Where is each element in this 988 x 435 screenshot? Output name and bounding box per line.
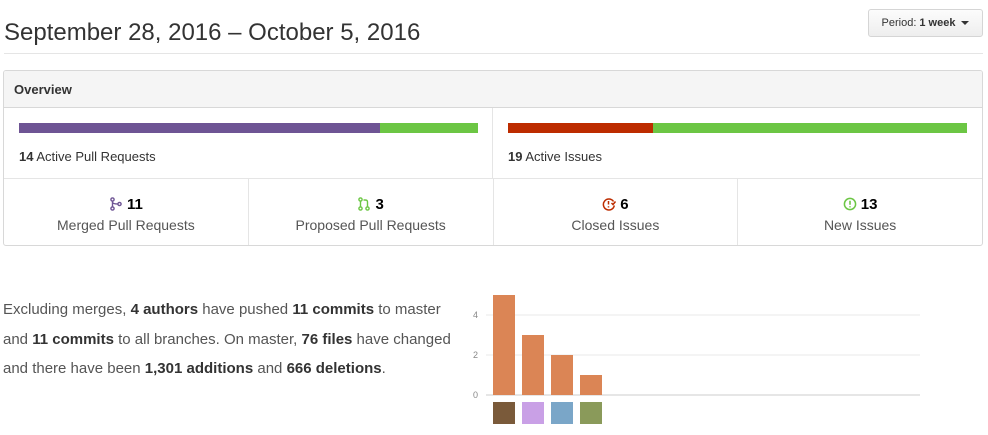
merged-pr-segment (19, 123, 380, 133)
overview-title: Overview (4, 71, 982, 108)
merged-pull-requests-label: Merged Pull Requests (57, 217, 195, 233)
closed-issues-segment (508, 123, 654, 133)
proposed-pull-requests-label: Proposed Pull Requests (295, 217, 446, 233)
stat-closed-issues[interactable]: 6 Closed Issues (494, 179, 739, 245)
summary-text: to all branches. On master, (113, 330, 302, 348)
summary-text: have pushed (198, 301, 293, 318)
period-label: Period: (881, 17, 917, 29)
issue-opened-icon (843, 197, 857, 211)
caret-down-icon (961, 21, 970, 25)
pull-requests-progress-bar (19, 123, 478, 133)
new-issues-segment (653, 123, 967, 133)
merged-pull-requests-count: 11 (126, 195, 143, 213)
deletions-label: deletions (311, 360, 382, 377)
bar-author-2 (522, 335, 544, 395)
issues-summary[interactable]: 19 Active Issues (493, 108, 982, 179)
summary-text: and (253, 360, 287, 377)
authors-count: 4 authors (130, 301, 199, 318)
summary-text: . (381, 360, 386, 377)
y-tick-label: 4 (473, 310, 478, 320)
overview-stats-row: 11 Merged Pull Requests 3 Proposed Pull … (4, 179, 982, 245)
additions-label: additions (182, 360, 254, 377)
y-tick-label: 0 (473, 390, 478, 400)
y-tick-label: 2 (473, 350, 478, 360)
active-pull-requests: 14 Active Pull Requests (19, 149, 156, 164)
stat-proposed-pull-requests[interactable]: 3 Proposed Pull Requests (249, 179, 494, 245)
active-pull-requests-count: 14 (19, 149, 34, 164)
additions-count: 1,301 (144, 360, 183, 377)
new-issues-label: New Issues (823, 217, 897, 233)
active-issues-label: Active Issues (525, 149, 602, 164)
bar-author-3 (551, 355, 573, 395)
active-issues-count: 19 (508, 149, 523, 164)
commits-all-count: 11 commits (32, 330, 114, 348)
header-divider (4, 53, 983, 54)
issues-progress-bar (508, 123, 967, 133)
avatar-author-1 (493, 402, 515, 424)
commits-master-count: 11 commits (292, 301, 375, 318)
files-changed-count: 76 files (301, 330, 353, 348)
avatar-author-2 (522, 402, 544, 424)
open-pr-segment (379, 123, 478, 133)
page-title: September 28, 2016 – October 5, 2016 (4, 19, 421, 46)
closed-issues-label: Closed Issues (571, 217, 660, 233)
active-issues: 19 Active Issues (508, 149, 602, 164)
avatar-author-4 (580, 402, 602, 424)
bar-author-4 (580, 375, 602, 395)
git-pull-request-icon (358, 197, 371, 211)
issue-closed-icon (602, 198, 617, 211)
stat-merged-pull-requests[interactable]: 11 Merged Pull Requests (4, 179, 249, 245)
bar-author-1 (493, 295, 515, 395)
stat-new-issues[interactable]: 13 New Issues (738, 179, 982, 245)
commit-summary-text: Excluding merges, 4 authors have pushed … (3, 295, 453, 384)
summary-text: to master and (3, 301, 441, 348)
period-value: 1 week (919, 17, 956, 29)
closed-issues-count: 6 (620, 195, 629, 213)
git-merge-icon (110, 197, 122, 211)
summary-text: Excluding merges, (3, 301, 131, 318)
pull-requests-summary[interactable]: 14 Active Pull Requests (4, 108, 493, 179)
avatar-author-3 (551, 402, 573, 424)
proposed-pull-requests-count: 3 (375, 195, 384, 213)
period-select-button[interactable]: Period: 1 week (868, 9, 983, 37)
active-pull-requests-label: Active Pull Requests (36, 149, 156, 164)
new-issues-count: 13 (860, 195, 878, 213)
overview-summary-row: 14 Active Pull Requests 19 Active Issues (4, 108, 982, 179)
deletions-count: 666 (286, 360, 312, 377)
commits-by-author-chart: 0 2 4 (473, 295, 920, 424)
overview-panel: Overview 14 Active Pull Requests 19 Acti… (3, 70, 983, 246)
summary-text: have changed and there have been (3, 330, 451, 378)
